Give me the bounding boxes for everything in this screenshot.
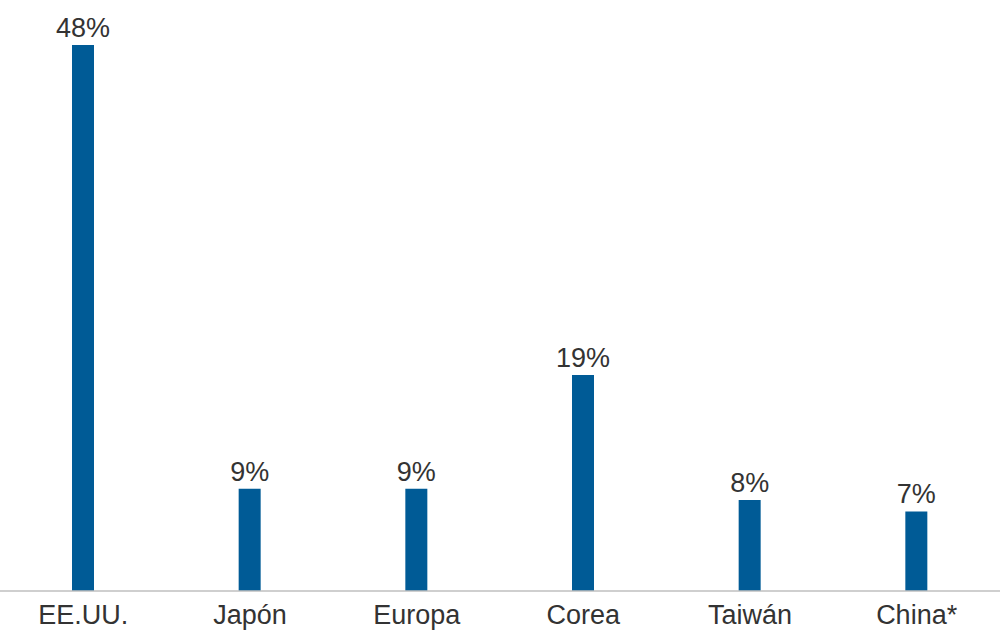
svg-text:Japón: Japón [213,600,287,630]
svg-text:7%: 7% [897,479,936,509]
svg-text:9%: 9% [397,457,436,487]
svg-text:8%: 8% [730,468,769,498]
svg-text:Corea: Corea [547,600,622,630]
svg-text:9%: 9% [230,457,269,487]
svg-text:48%: 48% [56,13,110,43]
svg-text:EE.UU.: EE.UU. [38,600,128,630]
svg-text:China*: China* [876,600,958,630]
svg-text:Taiwán: Taiwán [708,600,792,630]
svg-text:19%: 19% [556,343,610,373]
svg-text:Europa: Europa [373,600,461,630]
